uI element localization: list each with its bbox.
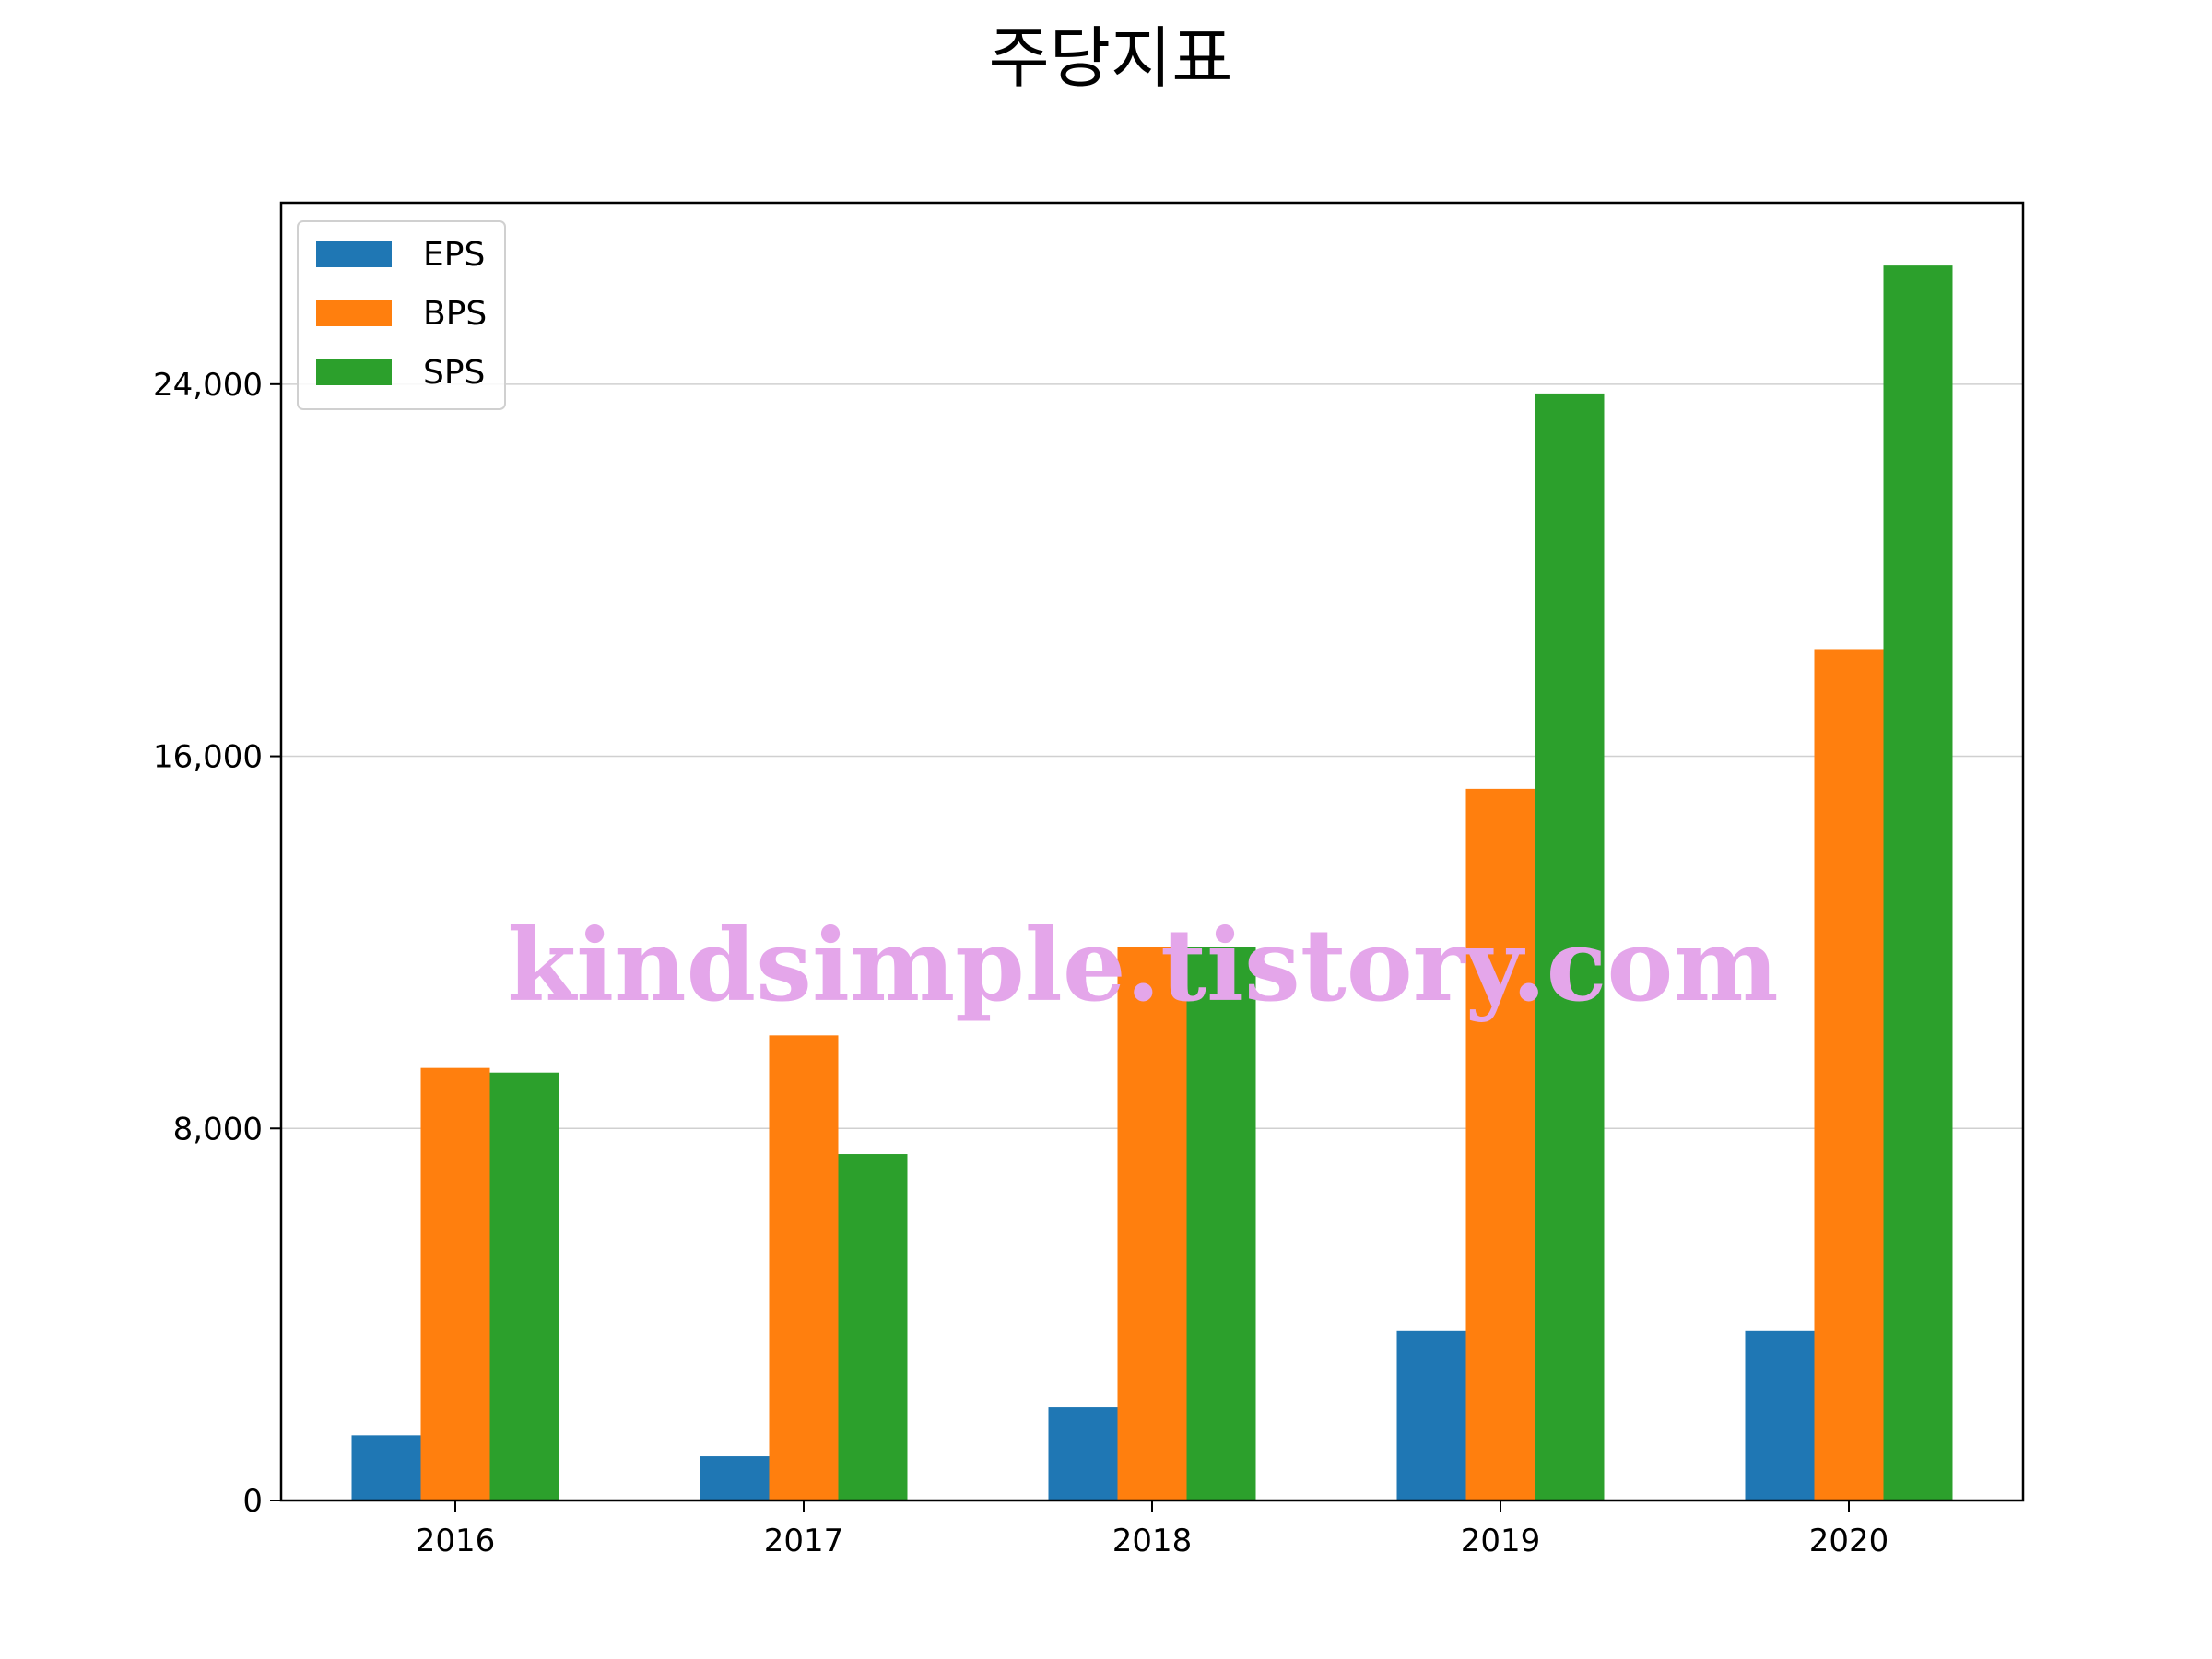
bar-eps-2019 — [1396, 1330, 1466, 1500]
bar-bps-2020 — [1814, 649, 1884, 1500]
legend: EPS BPS SPS — [297, 220, 506, 410]
bar-bps-2016 — [420, 1067, 490, 1500]
bar-bps-2018 — [1117, 947, 1187, 1500]
legend-label-sps: SPS — [423, 354, 485, 392]
legend-label-bps: BPS — [423, 295, 487, 333]
bar-bps-2019 — [1465, 788, 1535, 1500]
legend-swatch-bps — [316, 300, 392, 326]
bar-sps-2016 — [489, 1072, 559, 1500]
legend-swatch-sps — [316, 359, 392, 385]
x-tick-label: 2020 — [1809, 1523, 1889, 1559]
bar-eps-2016 — [351, 1435, 421, 1500]
bar-sps-2020 — [1883, 265, 1953, 1500]
x-tick-label: 2018 — [1112, 1523, 1193, 1559]
bars — [351, 265, 1953, 1500]
bar-eps-2020 — [1745, 1330, 1815, 1500]
legend-label-eps: EPS — [423, 236, 485, 274]
x-axis-ticks: 2016 2017 2018 2019 2020 — [416, 1500, 1889, 1559]
y-tick-label: 0 — [242, 1483, 263, 1520]
watermark-text: kindsimple.tistory.com — [507, 908, 1778, 1024]
bar-bps-2017 — [769, 1035, 839, 1500]
bar-eps-2017 — [700, 1456, 770, 1500]
chart-title: 주당지표 — [989, 19, 1233, 97]
x-tick-label: 2016 — [416, 1523, 496, 1559]
y-axis-ticks: 0 8,000 16,000 24,000 — [153, 367, 281, 1520]
y-tick-label: 16,000 — [153, 739, 263, 776]
x-tick-label: 2019 — [1461, 1523, 1541, 1559]
bar-sps-2019 — [1535, 393, 1605, 1500]
y-tick-label: 24,000 — [153, 367, 263, 404]
legend-swatch-eps — [316, 241, 392, 267]
x-tick-label: 2017 — [764, 1523, 844, 1559]
bar-sps-2018 — [1186, 947, 1256, 1500]
bar-sps-2017 — [838, 1154, 908, 1500]
y-tick-label: 8,000 — [173, 1111, 263, 1147]
bar-eps-2018 — [1048, 1407, 1118, 1500]
